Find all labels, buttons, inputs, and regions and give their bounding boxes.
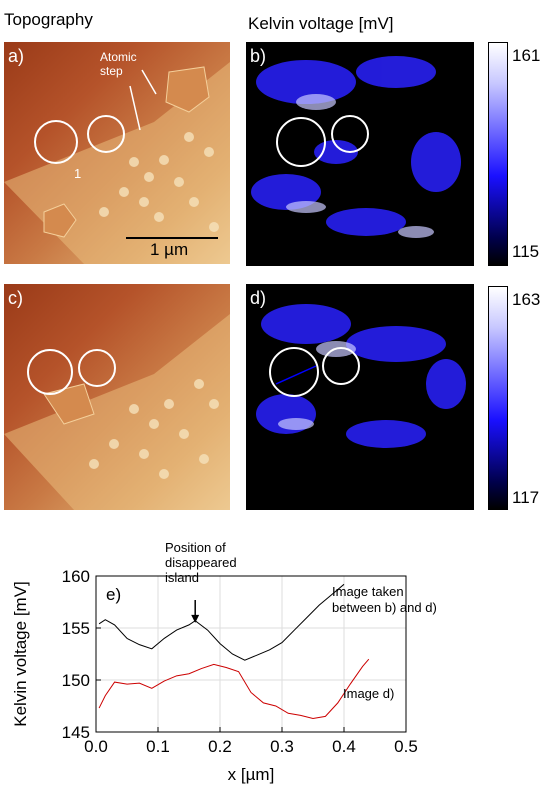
panel-label-b: b)	[250, 46, 267, 66]
y-tick-label: 155	[62, 619, 90, 638]
series-line-2	[98, 658, 370, 719]
y-axis-label: Kelvin voltage [mV]	[11, 581, 30, 727]
scalebar-label: 1 µm	[150, 240, 189, 259]
kelvin-features-d	[256, 304, 466, 448]
x-axis-label: x [µm]	[228, 765, 275, 784]
topography-features-c	[4, 314, 230, 510]
atomic-step-annotation: Atomic step	[100, 50, 137, 78]
panel-label-d: d)	[250, 288, 267, 308]
topography-features-a	[4, 62, 230, 264]
circle-marker	[331, 115, 369, 153]
y-tick-label: 145	[62, 723, 90, 742]
series-line-1	[98, 583, 345, 661]
kelvin-title: Kelvin voltage [mV]	[248, 14, 394, 33]
circle-marker	[322, 347, 360, 385]
colorbar-bottom-min: 117	[512, 488, 540, 507]
panel-label-a: a)	[8, 46, 25, 66]
arrow-annotation-label: Position of disappeared island	[165, 540, 237, 585]
kelvin-image-b: b)	[246, 42, 474, 266]
x-tick-label: 0.2	[208, 737, 232, 756]
circle-marker	[87, 115, 125, 153]
colorbar-top-max: 161	[512, 46, 541, 65]
x-tick-label: 0.5	[394, 737, 418, 756]
colorbar-top-min: 115	[512, 242, 540, 261]
panel-label-e: e)	[106, 585, 121, 604]
circle-marker	[269, 347, 319, 397]
x-tick-label: 0.4	[332, 737, 356, 756]
y-tick-label: 160	[62, 567, 90, 586]
plot-frame	[95, 575, 407, 733]
annotation-arrow-head	[191, 614, 200, 623]
x-tick-label: 0.0	[84, 737, 108, 756]
x-tick-label: 0.1	[146, 737, 170, 756]
y-tick-label: 150	[62, 671, 90, 690]
circle-marker	[34, 120, 78, 164]
colorbar-top	[488, 42, 508, 266]
circle-marker	[276, 117, 326, 167]
island-number: 1	[74, 166, 82, 181]
colorbar-bottom	[488, 286, 508, 510]
kelvin-features-b	[251, 56, 461, 238]
topography-title: Topography	[4, 10, 93, 29]
series-label-1: Image taken between b) and d)	[332, 584, 437, 615]
kelvin-image-d: d)	[246, 284, 474, 510]
panel-label-c: c)	[8, 288, 23, 308]
circle-marker	[27, 349, 73, 395]
colorbar-bottom-max: 163	[512, 290, 541, 309]
topography-image-a: a) Atomic step 1 1 µm	[4, 42, 230, 264]
line-chart-e: 0.0 0.1 0.2 0.3 0.4 0.5 145 150 155 160 x [µm] Kelv…	[11, 540, 437, 784]
series-label-2: Image d)	[343, 686, 394, 701]
x-tick-label: 0.3	[270, 737, 294, 756]
profile-line	[275, 365, 317, 385]
circle-marker	[78, 349, 116, 387]
topography-image-c: c)	[4, 284, 230, 510]
